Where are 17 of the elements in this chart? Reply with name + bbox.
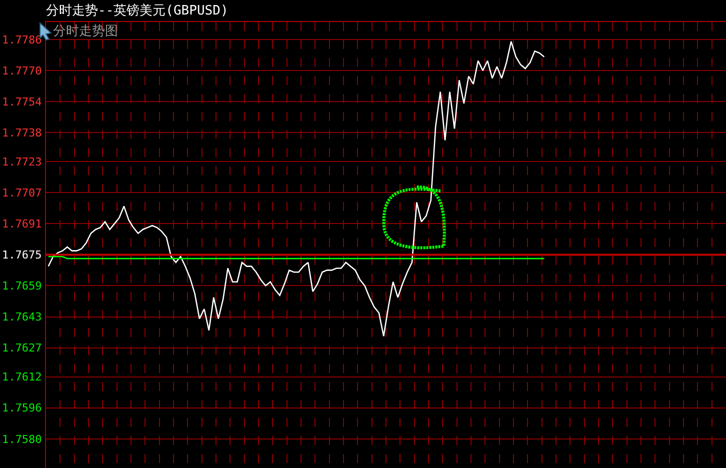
y-tick-label: 1.7691 xyxy=(2,218,42,231)
y-tick-label: 1.7675 xyxy=(2,248,42,262)
y-tick-label: 1.7707 xyxy=(2,186,42,200)
y-tick-label: 1.7659 xyxy=(2,280,42,293)
line-series xyxy=(48,40,545,337)
y-tick-label: 1.7627 xyxy=(2,342,42,355)
y-tick-label: 1.7770 xyxy=(2,64,42,78)
y-tick-label: 1.7596 xyxy=(2,402,42,415)
y-tick-label: 1.7580 xyxy=(2,432,42,446)
y-tick-label: 1.7786 xyxy=(2,33,42,46)
y-tick-label: 1.7612 xyxy=(2,370,42,384)
y-tick-label: 1.7738 xyxy=(2,126,42,140)
y-tick-label: 1.7723 xyxy=(2,155,42,168)
y-tick-label: 1.7754 xyxy=(2,95,42,108)
chart-subtitle: 分时走势图 xyxy=(53,24,118,39)
chart-title: 分时走势--英镑美元(GBPUSD) xyxy=(46,2,228,19)
y-tick-label: 1.7643 xyxy=(2,310,42,324)
